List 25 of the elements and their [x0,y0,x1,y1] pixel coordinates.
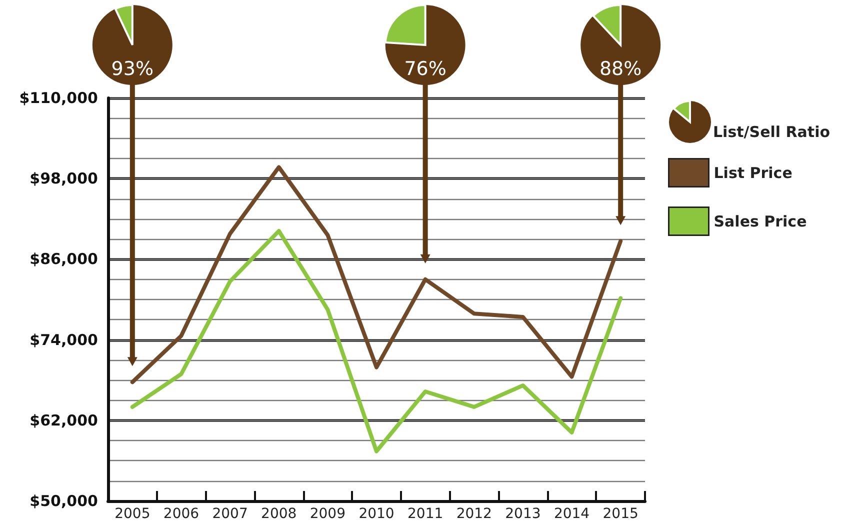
x-tick-label: 2009 [310,506,346,522]
x-tick-label: 2011 [408,506,444,522]
line-series [130,165,623,384]
y-tick-label: $98,000 [30,170,98,188]
legend-label: Sales Price [714,212,807,230]
text: List/Sell Ratio [713,123,830,141]
x-tick-label: 2014 [554,506,590,522]
y-tick-label: $50,000 [30,492,98,510]
y-tick-label: $86,000 [30,250,98,268]
x-tick-label: 2008 [261,506,297,522]
x-tick-label: 2010 [358,506,394,522]
annotation: 76% [404,58,446,80]
annotation: 93% [111,58,154,80]
line-series [130,228,623,454]
x-tick-label: 2012 [456,506,492,522]
x-tick-label: 2015 [602,506,638,522]
y-tick-label: $74,000 [30,330,98,349]
x-tick-label: 2005 [114,506,150,522]
x-tick-label: 2006 [163,506,200,522]
y-tick-label: $110,000 [19,89,98,107]
x-tick-label: 2007 [212,506,248,522]
annotation: 88% [599,58,642,80]
y-tick-label: $62,000 [30,411,98,430]
legend-label: List Price [714,164,792,182]
x-tick-label: 2013 [505,506,541,522]
